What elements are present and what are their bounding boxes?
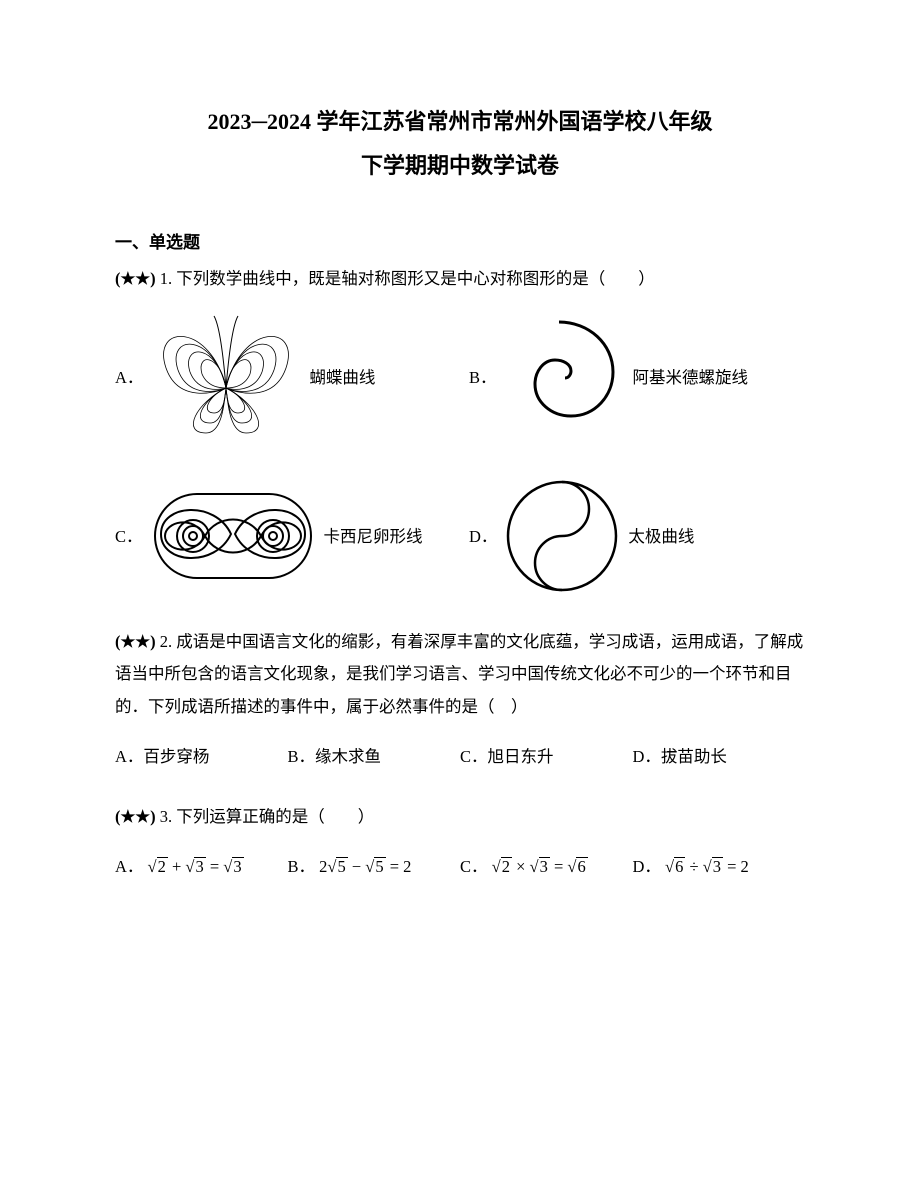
q2-d-text: 拔苗助长 (661, 747, 727, 766)
archimedean-spiral-icon (505, 318, 625, 438)
q2-c-label: C． (460, 747, 488, 766)
q3-a-op: + (172, 857, 181, 876)
question-3: (★★) 3. 下列运算正确的是（ ） A． 2 + 3 = 3 B． 25 −… (115, 801, 805, 883)
q3-c-rhs: 6 (576, 857, 587, 877)
q2-option-d: D．拔苗助长 (633, 741, 806, 773)
q1-options: A． (115, 313, 805, 594)
q2-d-label: D． (633, 747, 661, 766)
q3-d-rad1: 6 (674, 857, 685, 877)
q3-d-rad2: 3 (712, 857, 723, 877)
q3-a-label: A． (115, 857, 143, 876)
q3-d-rhs: 2 (741, 857, 749, 876)
q2-option-a: A．百步穿杨 (115, 741, 288, 773)
q3-option-a: A． 2 + 3 = 3 (115, 851, 288, 883)
q2-number: 2. (160, 632, 172, 651)
q1-d-caption: 太极曲线 (628, 521, 694, 553)
q3-option-d: D． 6 ÷ 3 = 2 (633, 851, 806, 883)
q2-stem-text: 成语是中国语言文化的缩影，有着深厚丰富的文化底蕴，学习成语，运用成语，了解成语当… (115, 632, 803, 715)
q2-stem: (★★) 2. 成语是中国语言文化的缩影，有着深厚丰富的文化底蕴，学习成语，运用… (115, 626, 805, 723)
taiji-curve-icon (505, 479, 620, 594)
q1-number: 1. (160, 269, 172, 288)
q2-a-text: 百步穿杨 (143, 747, 209, 766)
q3-c-rad1: 2 (501, 857, 512, 877)
q1-option-b: B． 阿基米德螺旋线 (469, 313, 805, 443)
q2-difficulty: (★★) (115, 632, 156, 651)
q3-options: A． 2 + 3 = 3 B． 25 − 5 = 2 C． 2 × 3 = 6 … (115, 851, 805, 883)
q3-c-eq: = (554, 857, 563, 876)
q3-stem-text: 下列运算正确的是（ ） (176, 807, 374, 826)
q3-d-op: ÷ (689, 857, 698, 876)
q3-option-c: C． 2 × 3 = 6 (460, 851, 633, 883)
section-1-header: 一、单选题 (115, 226, 805, 259)
q3-c-rad2: 3 (539, 857, 550, 877)
q3-difficulty: (★★) (115, 807, 156, 826)
q3-a-eq: = (210, 857, 219, 876)
q2-c-text: 旭日东升 (488, 747, 554, 766)
q3-c-label: C． (460, 857, 488, 876)
q1-option-a: A． (115, 313, 451, 443)
q3-a-rad2: 3 (194, 857, 205, 877)
q1-a-label: A． (115, 362, 143, 394)
q1-stem: (★★) 1. 下列数学曲线中，既是轴对称图形又是中心对称图形的是（ ） (115, 263, 805, 295)
q3-b-coef: 2 (319, 857, 327, 876)
q3-c-op: × (516, 857, 525, 876)
q3-option-b: B． 25 − 5 = 2 (288, 851, 461, 883)
q1-a-caption: 蝴蝶曲线 (309, 362, 375, 394)
q2-b-label: B． (288, 747, 316, 766)
q2-a-label: A． (115, 747, 143, 766)
q1-difficulty: (★★) (115, 269, 156, 288)
q3-stem: (★★) 3. 下列运算正确的是（ ） (115, 801, 805, 833)
q3-number: 3. (160, 807, 172, 826)
q2-options: A．百步穿杨 B．缘木求鱼 C．旭日东升 D．拔苗助长 (115, 741, 805, 773)
q2-option-c: C．旭日东升 (460, 741, 633, 773)
question-1: (★★) 1. 下列数学曲线中，既是轴对称图形又是中心对称图形的是（ ） A． (115, 263, 805, 594)
q3-a-rhs: 3 (232, 857, 243, 877)
q1-stem-text: 下列数学曲线中，既是轴对称图形又是中心对称图形的是（ ） (176, 269, 655, 288)
q2-b-text: 缘木求鱼 (315, 747, 381, 766)
question-2: (★★) 2. 成语是中国语言文化的缩影，有着深厚丰富的文化底蕴，学习成语，运用… (115, 626, 805, 773)
q1-option-c: C． 卡西尼卵形线 (115, 479, 451, 594)
q3-d-label: D． (633, 857, 661, 876)
q3-b-eq: = (390, 857, 399, 876)
q2-option-b: B．缘木求鱼 (288, 741, 461, 773)
page-title-block: 2023─2024 学年江苏省常州市常州外国语学校八年级 下学期期中数学试卷 (115, 100, 805, 188)
q1-option-d: D． 太极曲线 (469, 479, 805, 594)
title-line-2: 下学期期中数学试卷 (115, 144, 805, 188)
q3-d-eq: = (727, 857, 736, 876)
q1-d-label: D． (469, 521, 497, 553)
q3-b-rad1: 5 (336, 857, 347, 877)
butterfly-curve-icon (151, 313, 301, 443)
cassini-oval-icon (151, 489, 316, 584)
title-line-1: 2023─2024 学年江苏省常州市常州外国语学校八年级 (115, 100, 805, 144)
q3-a-rad1: 2 (157, 857, 168, 877)
q3-b-rad2: 5 (374, 857, 385, 877)
q3-b-rhs: 2 (403, 857, 411, 876)
q1-b-label: B． (469, 362, 497, 394)
q3-b-label: B． (288, 857, 316, 876)
q1-c-label: C． (115, 521, 143, 553)
q1-b-caption: 阿基米德螺旋线 (633, 362, 749, 394)
q3-b-op: − (352, 857, 361, 876)
q1-c-caption: 卡西尼卵形线 (324, 521, 423, 553)
